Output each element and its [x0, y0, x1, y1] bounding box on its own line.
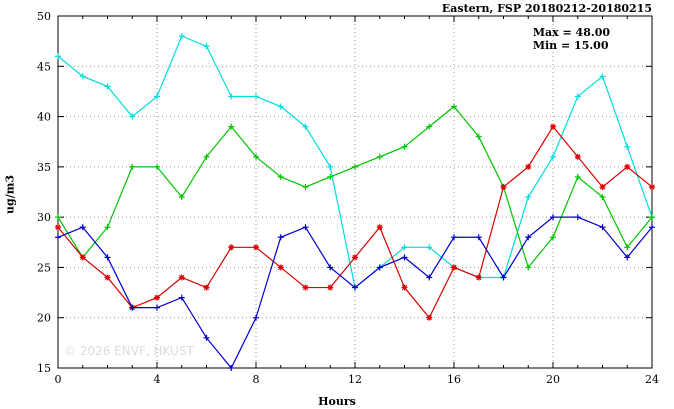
svg-text:45: 45 [37, 60, 51, 73]
svg-text:50: 50 [37, 10, 51, 23]
max-min-annotation: Max = 48.00 Min = 15.00 [533, 26, 610, 52]
series-red [55, 123, 655, 321]
svg-text:4: 4 [154, 373, 161, 386]
svg-text:24: 24 [645, 373, 659, 386]
y-axis-label: ug/m3 [3, 175, 17, 214]
max-annotation: Max = 48.00 [532, 26, 610, 39]
chart-title: Eastern, FSP 20180212-20180215 [441, 2, 652, 15]
svg-text:25: 25 [37, 261, 51, 274]
svg-text:8: 8 [253, 373, 260, 386]
svg-text:16: 16 [447, 373, 461, 386]
svg-text:12: 12 [348, 373, 362, 386]
svg-text:40: 40 [37, 111, 51, 124]
svg-text:20: 20 [37, 312, 51, 325]
series-cyan [55, 33, 655, 291]
x-axis-label: Hours [318, 395, 356, 408]
svg-text:20: 20 [546, 373, 560, 386]
min-annotation: Min = 15.00 [532, 39, 609, 52]
svg-text:0: 0 [55, 373, 62, 386]
svg-text:35: 35 [37, 161, 51, 174]
series-blue [55, 214, 655, 371]
svg-text:15: 15 [37, 362, 51, 375]
watermark: © 2026 ENVF, HKUST [64, 344, 194, 358]
svg-text:30: 30 [37, 211, 51, 224]
